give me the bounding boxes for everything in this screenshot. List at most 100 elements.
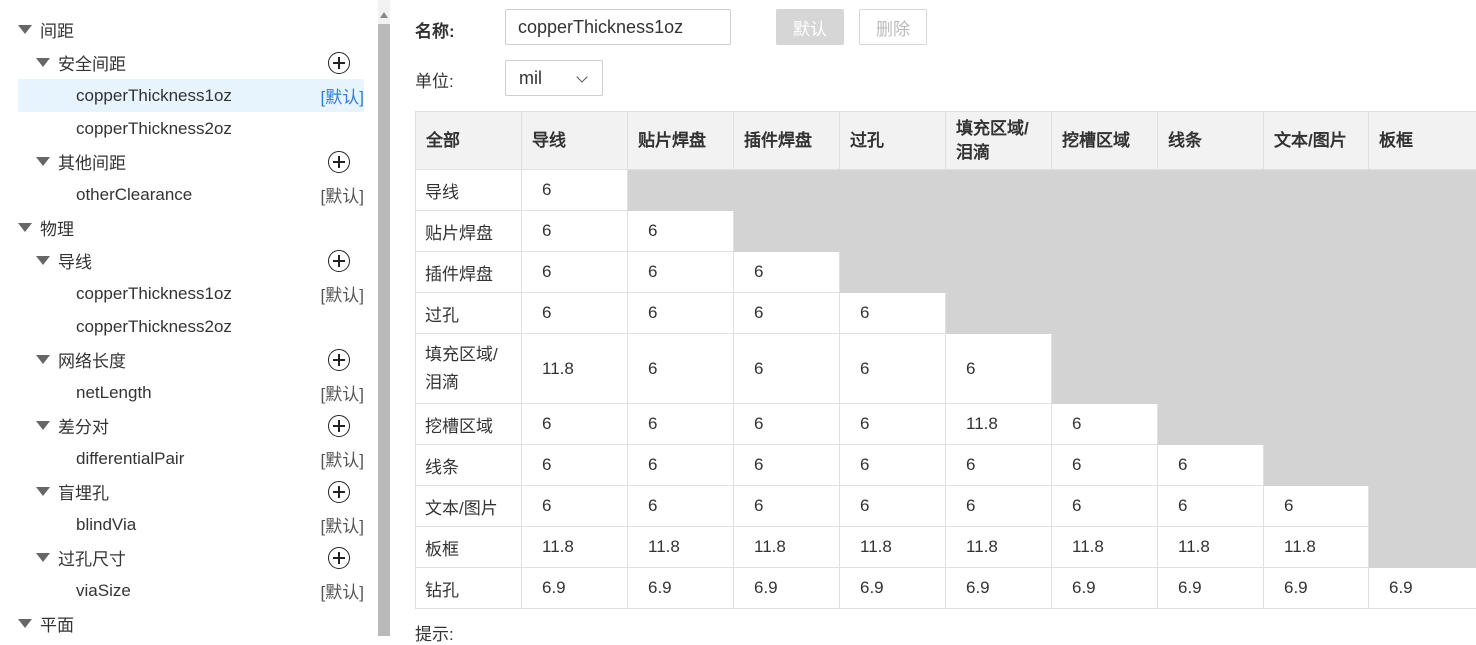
add-rule-icon[interactable] xyxy=(328,151,350,173)
clearance-cell[interactable]: 6 xyxy=(734,252,840,293)
clearance-cell[interactable]: 11.8 xyxy=(946,404,1052,445)
unit-select[interactable]: mil xyxy=(505,60,603,96)
tree-scrollbar[interactable] xyxy=(378,0,390,636)
clearance-cell[interactable]: 6 xyxy=(522,211,628,252)
clearance-cell[interactable]: 6 xyxy=(1158,445,1264,486)
clearance-cell[interactable]: 11.8 xyxy=(734,527,840,568)
clearance-cell[interactable]: 11.8 xyxy=(1264,527,1369,568)
clearance-cell[interactable]: 6 xyxy=(840,334,946,404)
caret-down-icon[interactable] xyxy=(18,619,32,628)
tree-item[interactable]: differentialPair[默认] xyxy=(18,442,364,475)
clearance-cell[interactable]: 6 xyxy=(946,486,1052,527)
clearance-cell[interactable]: 6 xyxy=(522,170,628,211)
clearance-cell[interactable]: 11.8 xyxy=(1158,527,1264,568)
clearance-cell[interactable]: 6.9 xyxy=(522,568,628,609)
tree-item[interactable]: blindVia[默认] xyxy=(18,508,364,541)
clearance-cell[interactable]: 6 xyxy=(522,293,628,334)
tree-item[interactable]: 网络长度 xyxy=(18,343,364,376)
name-input[interactable] xyxy=(505,9,731,45)
clearance-cell[interactable]: 6 xyxy=(1052,445,1158,486)
add-rule-icon[interactable] xyxy=(328,349,350,371)
caret-down-icon[interactable] xyxy=(36,421,50,430)
clearance-cell[interactable]: 6 xyxy=(522,486,628,527)
clearance-cell[interactable]: 6 xyxy=(946,445,1052,486)
clearance-cell[interactable]: 6 xyxy=(628,334,734,404)
caret-down-icon[interactable] xyxy=(36,157,50,166)
tree-item[interactable]: copperThickness1oz[默认] xyxy=(18,277,364,310)
clearance-cell[interactable]: 6 xyxy=(522,252,628,293)
clearance-cell[interactable]: 11.8 xyxy=(522,334,628,404)
caret-down-icon[interactable] xyxy=(36,553,50,562)
clearance-cell[interactable]: 6.9 xyxy=(628,568,734,609)
clearance-cell[interactable]: 11.8 xyxy=(1052,527,1158,568)
clearance-cell[interactable]: 6 xyxy=(946,334,1052,404)
clearance-cell[interactable]: 6 xyxy=(734,293,840,334)
clearance-cell[interactable]: 6.9 xyxy=(1158,568,1264,609)
tree-item[interactable]: 盲埋孔 xyxy=(18,475,364,508)
clearance-cell[interactable]: 6 xyxy=(840,404,946,445)
clearance-cell[interactable]: 6 xyxy=(1264,486,1369,527)
caret-down-icon[interactable] xyxy=(36,487,50,496)
set-default-button[interactable]: 默认 xyxy=(776,9,844,45)
tree-item[interactable]: 平面 xyxy=(18,607,364,636)
tree-item[interactable]: copperThickness1oz[默认] xyxy=(18,79,364,112)
clearance-cell[interactable]: 6 xyxy=(1052,404,1158,445)
clearance-cell[interactable]: 6 xyxy=(628,252,734,293)
caret-down-icon[interactable] xyxy=(36,58,50,67)
clearance-cell[interactable]: 6 xyxy=(734,486,840,527)
matrix-column-header: 导线 xyxy=(522,112,628,170)
clearance-cell[interactable]: 6.9 xyxy=(1052,568,1158,609)
clearance-cell[interactable]: 6.9 xyxy=(1264,568,1369,609)
clearance-cell[interactable]: 6 xyxy=(522,445,628,486)
tree-item[interactable]: 过孔尺寸 xyxy=(18,541,364,574)
clearance-cell[interactable]: 11.8 xyxy=(522,527,628,568)
add-rule-icon[interactable] xyxy=(328,52,350,74)
tree-item[interactable]: copperThickness2oz xyxy=(18,112,364,145)
clearance-cell[interactable]: 6 xyxy=(734,334,840,404)
clearance-cell[interactable]: 6 xyxy=(628,486,734,527)
tree-item[interactable]: copperThickness2oz xyxy=(18,310,364,343)
caret-down-icon[interactable] xyxy=(18,25,32,34)
caret-down-icon[interactable] xyxy=(18,223,32,232)
tree-item[interactable]: 差分对 xyxy=(18,409,364,442)
caret-down-icon[interactable] xyxy=(36,256,50,265)
clearance-cell[interactable]: 6.9 xyxy=(946,568,1052,609)
clearance-cell[interactable]: 6.9 xyxy=(840,568,946,609)
add-rule-icon[interactable] xyxy=(328,547,350,569)
tree-item[interactable]: 物理 xyxy=(18,211,364,244)
clearance-cell[interactable]: 11.8 xyxy=(628,527,734,568)
chevron-down-icon xyxy=(576,71,587,82)
clearance-cell[interactable]: 6 xyxy=(734,404,840,445)
clearance-cell[interactable]: 6.9 xyxy=(734,568,840,609)
clearance-cell[interactable]: 6 xyxy=(1052,486,1158,527)
tree-item[interactable]: netLength[默认] xyxy=(18,376,364,409)
clearance-cell[interactable]: 6 xyxy=(628,445,734,486)
disabled-cell xyxy=(628,170,734,211)
tree-item[interactable]: otherClearance[默认] xyxy=(18,178,364,211)
delete-button[interactable]: 删除 xyxy=(859,9,927,45)
caret-down-icon[interactable] xyxy=(36,355,50,364)
add-rule-icon[interactable] xyxy=(328,481,350,503)
add-rule-icon[interactable] xyxy=(328,415,350,437)
add-rule-icon[interactable] xyxy=(328,250,350,272)
clearance-cell[interactable]: 6 xyxy=(1158,486,1264,527)
clearance-cell[interactable]: 6 xyxy=(840,293,946,334)
clearance-cell[interactable]: 11.8 xyxy=(840,527,946,568)
clearance-cell[interactable]: 6 xyxy=(628,211,734,252)
tree-item[interactable]: 导线 xyxy=(18,244,364,277)
clearance-cell[interactable]: 6 xyxy=(840,445,946,486)
clearance-cell[interactable]: 6 xyxy=(628,293,734,334)
clearance-cell[interactable]: 6 xyxy=(734,445,840,486)
tree-item[interactable]: viaSize[默认] xyxy=(18,574,364,607)
tree-item[interactable]: 安全间距 xyxy=(18,46,364,79)
clearance-cell[interactable]: 6 xyxy=(840,486,946,527)
clearance-cell[interactable]: 11.8 xyxy=(946,527,1052,568)
scrollbar-thumb[interactable] xyxy=(378,24,390,636)
clearance-cell[interactable]: 6 xyxy=(628,404,734,445)
tree-item[interactable]: 间距 xyxy=(18,13,364,46)
clearance-cell[interactable]: 6.9 xyxy=(1369,568,1476,609)
tree-item[interactable]: 其他间距 xyxy=(18,145,364,178)
scroll-up-arrow-icon[interactable] xyxy=(380,12,388,18)
clearance-cell[interactable]: 6 xyxy=(522,404,628,445)
